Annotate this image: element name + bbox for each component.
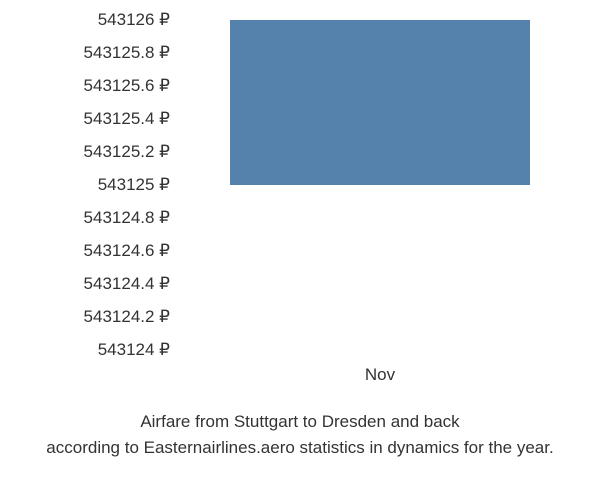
y-axis-label: 543124.6 ₽ <box>84 241 170 261</box>
y-axis-label: 543124.8 ₽ <box>84 208 170 228</box>
caption-line-2: according to Easternairlines.aero statis… <box>0 435 600 461</box>
plot-area: Nov <box>180 20 580 350</box>
y-axis-label: 543125.4 ₽ <box>84 109 170 129</box>
y-axis-label: 543125.6 ₽ <box>84 76 170 96</box>
bar <box>230 20 530 185</box>
chart-caption: Airfare from Stuttgart to Dresden and ba… <box>0 409 600 460</box>
caption-line-1: Airfare from Stuttgart to Dresden and ba… <box>0 409 600 435</box>
y-axis-label: 543124 ₽ <box>98 340 170 360</box>
chart-container: 543126 ₽543125.8 ₽543125.6 ₽543125.4 ₽54… <box>20 20 580 380</box>
y-axis: 543126 ₽543125.8 ₽543125.6 ₽543125.4 ₽54… <box>20 20 170 350</box>
y-axis-label: 543125.2 ₽ <box>84 142 170 162</box>
y-axis-label: 543125 ₽ <box>98 175 170 195</box>
x-axis-label: Nov <box>365 365 395 385</box>
y-axis-label: 543124.2 ₽ <box>84 307 170 327</box>
y-axis-label: 543125.8 ₽ <box>84 43 170 63</box>
y-axis-label: 543126 ₽ <box>98 10 170 30</box>
y-axis-label: 543124.4 ₽ <box>84 274 170 294</box>
